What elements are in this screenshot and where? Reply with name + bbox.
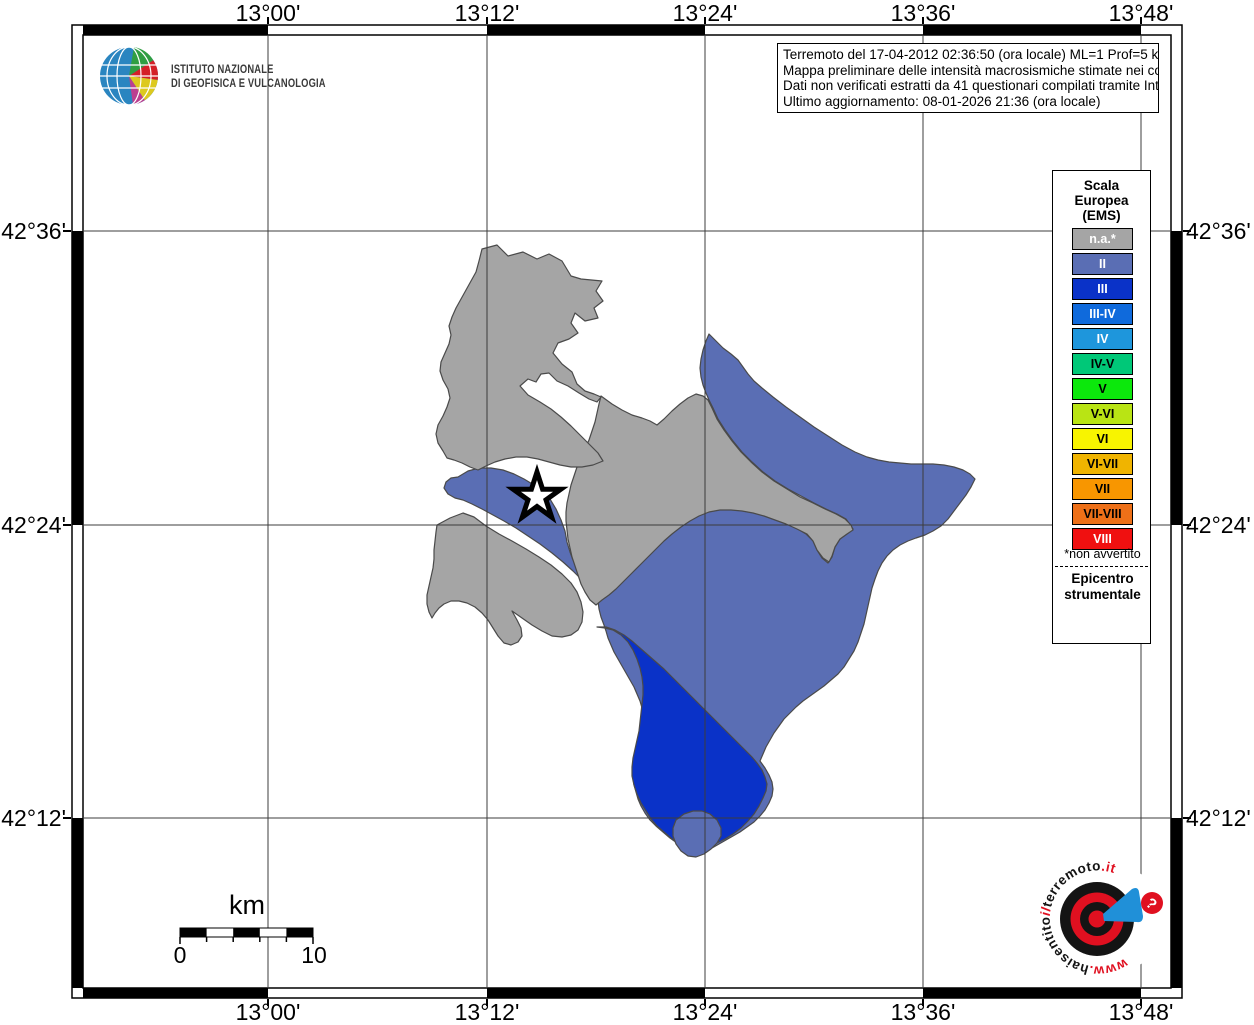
info-line-event: Terremoto del 17-04-2012 02:36:50 (ora l… [783,47,1159,62]
legend-item-viii: VIII [1072,528,1133,550]
axis-label-left-4212: 42°12' [1,805,66,831]
legend-item-vi: VI [1072,428,1133,450]
axis-label-left-4236: 42°36' [1,218,66,244]
axis-label-bottom-1324: 13°24' [672,999,738,1025]
scalebar-end-label: 10 [301,942,327,968]
axis-label-top-1300: 13°00' [235,0,301,26]
scalebar-unit-label: km [229,890,265,920]
region-na-southwest [426,512,584,646]
municipality-layer [426,244,976,858]
legend-item-v-vi: V-VI [1072,403,1133,425]
legend-footnote: *non avvertito [1064,547,1141,561]
region-ii-south-lobe [672,810,722,858]
axis-label-right-4224: 42°24' [1186,512,1251,538]
ingv-line2: DI GEOFISICA E VULCANOLOGIA [171,76,326,90]
haisentito-logo: ? www.haisentitoilterremoto.it [1034,856,1163,982]
axis-label-top-1348: 13°48' [1108,0,1174,26]
info-line-update: Ultimo aggiornamento: 08-01-2026 21:36 (… [783,93,1101,109]
legend-item-vii: VII [1072,478,1133,500]
legend-item-iv-v: IV-V [1072,353,1133,375]
logo-megaphone-icon [1103,888,1143,923]
legend-item-iii: III [1072,278,1133,300]
legend-item-vi-vii: VI-VII [1072,453,1133,475]
region-na-central-band [565,393,854,606]
axis-label-bottom-1312: 13°12' [454,999,520,1025]
axis-label-right-4212: 42°12' [1186,805,1251,831]
axis-label-top-1312: 13°12' [454,0,520,26]
legend-item-v: V [1072,378,1133,400]
ingv-wordmark: ISTITUTO NAZIONALE DI GEOFISICA E VULCAN… [171,62,326,90]
axis-label-right-4236: 42°36' [1186,218,1251,244]
info-line-maptype: Mappa preliminare delle intensità macros… [783,62,1159,78]
axis-label-bottom-1300: 13°00' [235,999,301,1025]
earthquake-info-box: Terremoto del 17-04-2012 02:36:50 (ora l… [777,43,1159,113]
legend-item-ii: II [1072,253,1133,275]
legend-item-vii-viii: VII-VIII [1072,503,1133,525]
epicenter-star-icon [505,463,569,524]
axis-label-top-1324: 13°24' [672,0,738,26]
legend-divider [1055,566,1148,567]
axis-label-top-1336: 13°36' [890,0,956,26]
ingv-line1: ISTITUTO NAZIONALE [171,62,274,76]
info-line-data: Dati non verificati estratti da 41 quest… [783,78,1159,93]
legend-title: Scala Europea (EMS) [1074,178,1129,223]
scalebar-start-label: 0 [173,942,187,968]
legend-item-na: n.a.* [1072,228,1133,250]
legend-item-iii-iv: III-IV [1072,303,1133,325]
axis-label-left-4224: 42°24' [1,512,66,538]
ingv-logo-icon [100,46,158,106]
axis-ticks [63,17,1191,1006]
region-na-northwest [435,244,604,471]
intensity-legend: Scala Europea (EMS) n.a.* II III III-IV … [1052,170,1151,644]
axis-label-bottom-1348: 13°48' [1108,999,1174,1025]
legend-epicenter-label: Epicentro strumentale [1064,571,1141,602]
axis-label-bottom-1336: 13°36' [890,999,956,1025]
map-frame [63,17,1191,1006]
scale-bar [179,927,314,944]
logo-question-badge [1141,892,1163,914]
legend-item-iv: IV [1072,328,1133,350]
